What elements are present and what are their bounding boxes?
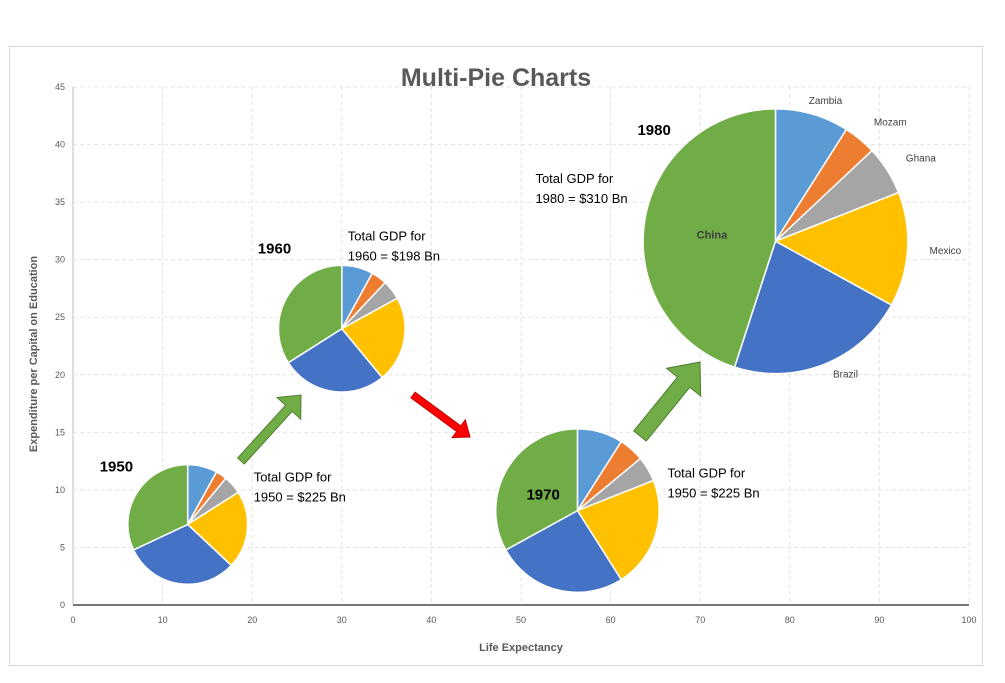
- slice-label-china: China: [697, 230, 728, 242]
- gdp-label-1960: Total GDP for 1960 = $198 Bn: [348, 229, 440, 264]
- x-tick-label-40: 40: [426, 615, 436, 625]
- year-label-1980: 1980: [637, 122, 670, 139]
- y-tick-label-30: 30: [55, 255, 65, 265]
- pie-1980: [643, 109, 908, 374]
- arrow-1970-1980: [634, 362, 701, 441]
- y-tick-label-20: 20: [55, 370, 65, 380]
- slice-label-ghana: Ghana: [906, 154, 936, 165]
- pie-1960: [278, 265, 405, 392]
- slice-label-zambia: Zambia: [809, 96, 843, 107]
- y-tick-label-0: 0: [60, 600, 65, 610]
- year-label-1960: 1960: [258, 241, 291, 258]
- gdp-label-1960-line-1: Total GDP for: [348, 229, 426, 244]
- gdp-label-1970: Total GDP for 1950 = $225 Bn: [667, 466, 759, 501]
- multi-pie-chart: 0 5 10 15 20 25 30 35 40 45 0 10 20 30 40 50 60 70 80 90 100…: [0, 0, 1005, 683]
- gdp-label-1980-line-1: Total GDP for: [535, 171, 613, 186]
- chart-title: Multi-Pie Charts: [401, 64, 591, 92]
- slice-label-brazil: Brazil: [833, 370, 858, 381]
- x-tick-label-80: 80: [785, 615, 795, 625]
- slice-label-mexico: Mexico: [930, 246, 962, 257]
- y-tick-label-15: 15: [55, 427, 65, 437]
- pie-1970: [496, 429, 659, 592]
- pie-1950: [128, 465, 248, 585]
- x-tick-label-60: 60: [606, 615, 616, 625]
- x-tick-label-10: 10: [158, 615, 168, 625]
- y-tick-label-25: 25: [55, 312, 65, 322]
- y-tick-label-45: 45: [55, 82, 65, 92]
- arrow-1960-1970: [411, 392, 470, 437]
- gdp-label-1980: Total GDP for 1980 = $310 Bn: [535, 171, 627, 206]
- pies: [128, 109, 908, 592]
- x-tick-label-70: 70: [695, 615, 705, 625]
- y-axis-title: Expenditure per Capital on Education: [28, 256, 40, 452]
- slice-label-mozam: Mozam: [874, 117, 907, 128]
- gdp-label-1950: Total GDP for 1950 = $225 Bn: [254, 469, 346, 504]
- year-label-1950: 1950: [100, 458, 133, 475]
- gdp-label-1950-line-1: Total GDP for: [254, 469, 332, 484]
- y-tick-label-40: 40: [55, 140, 65, 150]
- gdp-label-1950-line-2: 1950 = $225 Bn: [254, 489, 346, 504]
- year-label-1970: 1970: [526, 487, 559, 504]
- y-tick-label-5: 5: [60, 542, 65, 552]
- x-tick-label-20: 20: [247, 615, 257, 625]
- gdp-label-1980-line-2: 1980 = $310 Bn: [535, 191, 627, 206]
- arrow-1950-1960: [238, 395, 301, 464]
- y-tick-label-35: 35: [55, 197, 65, 207]
- y-tick-label-10: 10: [55, 485, 65, 495]
- x-tick-label-30: 30: [337, 615, 347, 625]
- gdp-label-1970-line-1: Total GDP for: [667, 466, 745, 481]
- x-tick-label-0: 0: [70, 615, 75, 625]
- gdp-label-1960-line-2: 1960 = $198 Bn: [348, 249, 440, 264]
- x-tick-label-90: 90: [874, 615, 884, 625]
- x-tick-label-50: 50: [516, 615, 526, 625]
- x-axis-title: Life Expectancy: [479, 642, 564, 654]
- x-tick-label-100: 100: [961, 615, 976, 625]
- gdp-label-1970-line-2: 1950 = $225 Bn: [667, 486, 759, 501]
